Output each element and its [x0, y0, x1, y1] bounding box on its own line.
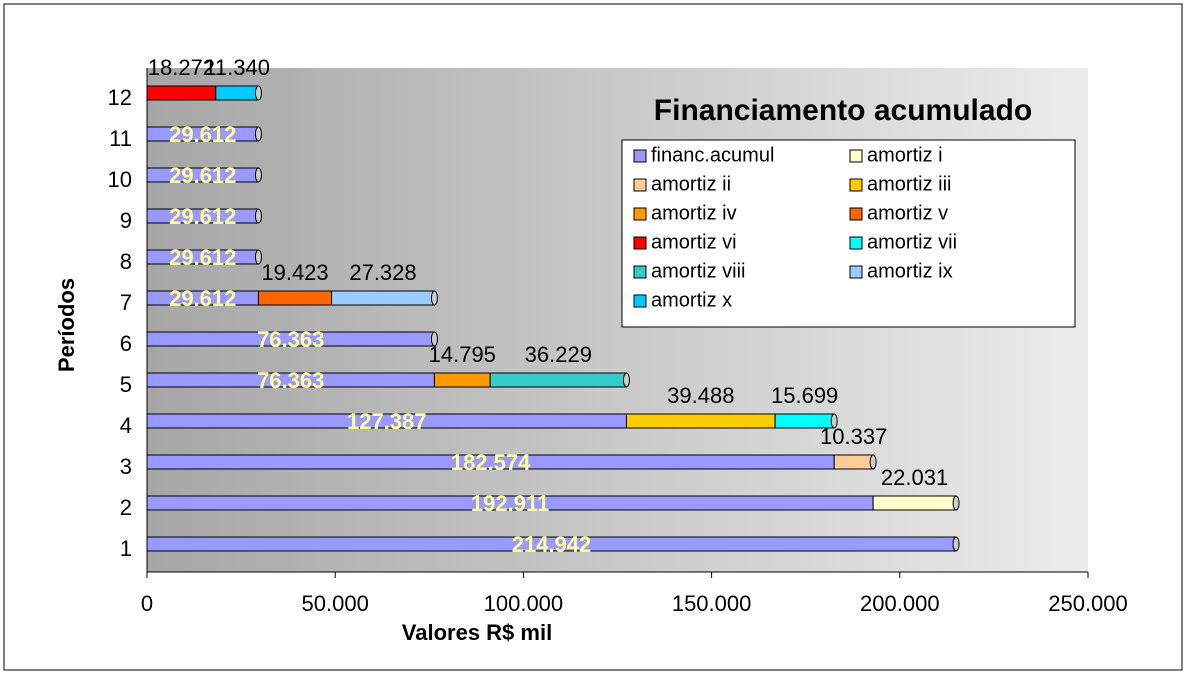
bar-cap: [254, 249, 262, 265]
bar-segment: [331, 290, 435, 306]
bar-segment: [774, 413, 835, 429]
data-label: 182.574: [451, 450, 531, 475]
legend-label: amortiz iii: [867, 173, 951, 195]
legend-label: amortiz i: [867, 144, 943, 166]
y-tick-label: 4: [120, 413, 132, 438]
bar-cap: [254, 126, 262, 142]
legend-label: amortiz vii: [867, 231, 957, 253]
bar-segment: [872, 495, 957, 511]
x-tick-label: 100.000: [484, 591, 564, 616]
legend-label: amortiz iv: [651, 202, 737, 224]
bar-cap: [952, 495, 960, 511]
data-label: 39.488: [667, 383, 734, 408]
legend-label: amortiz vi: [651, 231, 737, 253]
legend-swatch: [633, 178, 647, 192]
bar-segment: [257, 290, 333, 306]
bar-cap: [430, 290, 438, 306]
legend-label: amortiz ix: [867, 260, 953, 282]
y-axis-title: Períodos: [54, 278, 79, 372]
data-label: 15.699: [771, 383, 838, 408]
bar-cap: [869, 454, 877, 470]
legend-box: [621, 139, 1076, 328]
y-tick-label: 10: [108, 167, 132, 192]
bar-segment: [489, 372, 627, 388]
legend-swatch: [633, 207, 647, 221]
legend-swatch: [849, 207, 863, 221]
bar-cap: [254, 85, 262, 101]
x-tick-label: 0: [141, 591, 153, 616]
data-label: 76.363: [257, 327, 324, 352]
data-label: 29.612: [169, 204, 236, 229]
y-tick-label: 8: [120, 249, 132, 274]
data-label: 29.612: [169, 163, 236, 188]
bar-segment: [215, 85, 259, 101]
x-tick-label: 250.000: [1048, 591, 1128, 616]
data-label: 18.272: [148, 55, 215, 80]
legend-swatch: [849, 178, 863, 192]
y-tick-label: 7: [120, 290, 132, 315]
legend-label: amortiz x: [651, 289, 732, 311]
legend-label: financ.acumul: [651, 144, 774, 166]
bar-segment: [625, 413, 776, 429]
y-tick-label: 6: [120, 331, 132, 356]
bar-cap: [254, 208, 262, 224]
legend-swatch: [633, 294, 647, 308]
data-label: 27.328: [349, 260, 416, 285]
x-tick-label: 50.000: [302, 591, 369, 616]
data-label: 22.031: [881, 465, 948, 490]
legend-swatch: [633, 236, 647, 250]
data-label: 214.942: [512, 532, 592, 557]
data-label: 29.612: [169, 122, 236, 147]
y-tick-label: 12: [108, 85, 132, 110]
y-tick-label: 1: [120, 536, 132, 561]
data-label: 14.795: [429, 342, 496, 367]
data-label: 29.612: [169, 245, 236, 270]
y-tick-label: 11: [109, 126, 132, 151]
data-label: 127.387: [347, 409, 427, 434]
y-tick-label: 2: [120, 495, 132, 520]
legend-swatch: [849, 149, 863, 163]
y-tick-label: 5: [120, 372, 132, 397]
data-label: 19.423: [261, 260, 328, 285]
bar-segment: [146, 85, 217, 101]
x-axis-title: Valores R$ mil: [402, 620, 552, 645]
bar-cap: [830, 413, 838, 429]
y-tick-label: 9: [120, 208, 132, 233]
data-label: 11.340: [204, 55, 270, 80]
legend-label: amortiz viii: [651, 260, 745, 282]
bar-segment: [433, 372, 491, 388]
data-label: 192.911: [471, 491, 549, 516]
legend-label: amortiz ii: [651, 173, 731, 195]
bar-cap: [622, 372, 630, 388]
y-tick-label: 3: [120, 454, 132, 479]
legend-swatch: [633, 265, 647, 279]
chart-title: Financiamento acumulado: [654, 94, 1032, 127]
legend-swatch: [849, 265, 863, 279]
legend-swatch: [633, 149, 647, 163]
x-tick-label: 150.000: [672, 591, 752, 616]
bar-segment: [833, 454, 874, 470]
bar-cap: [254, 167, 262, 183]
bar-cap: [430, 331, 438, 347]
x-tick-label: 200.000: [860, 591, 940, 616]
data-label: 36.229: [525, 342, 592, 367]
data-label: 29.612: [169, 286, 236, 311]
legend-label: amortiz v: [867, 202, 948, 224]
bar-cap: [952, 536, 960, 552]
data-label: 76.363: [257, 368, 324, 393]
legend-swatch: [849, 236, 863, 250]
